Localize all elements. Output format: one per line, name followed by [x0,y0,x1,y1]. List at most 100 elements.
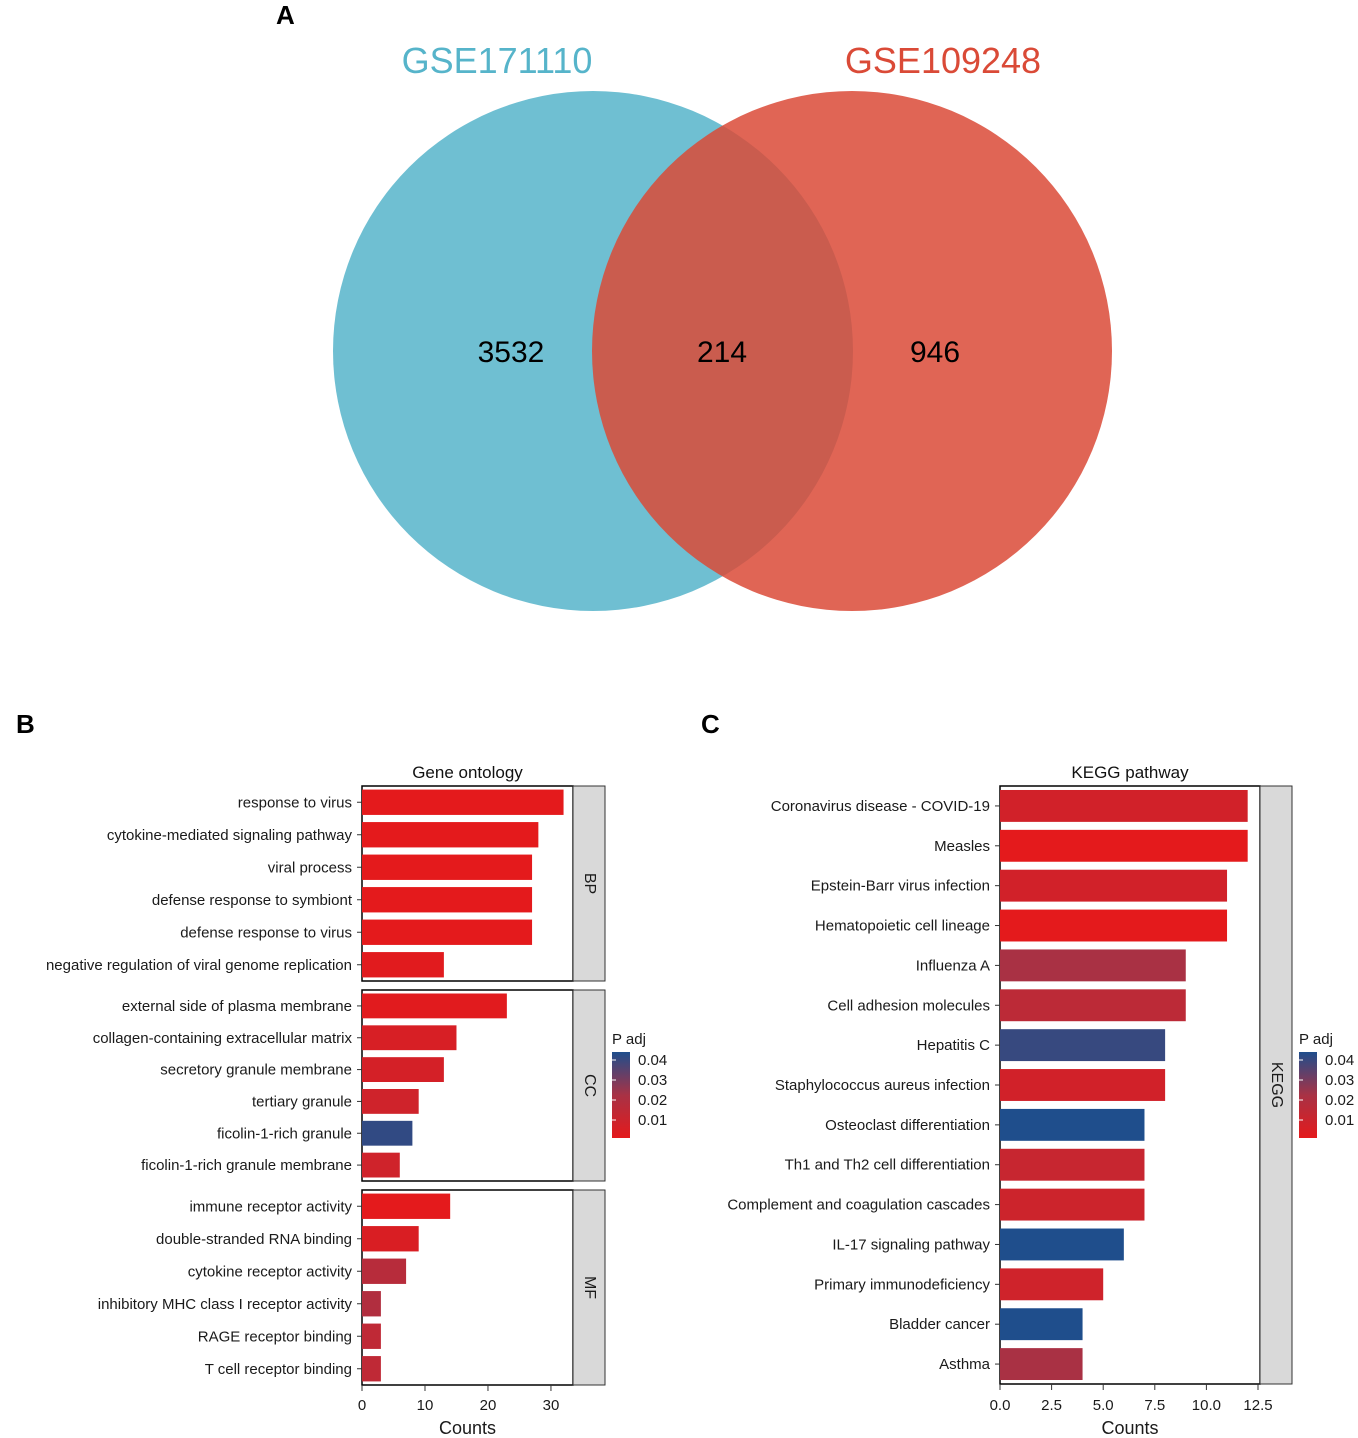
venn-right-circle [592,91,1112,611]
go-term-label: negative regulation of viral genome repl… [46,957,352,974]
kegg-term-label: Th1 and Th2 cell differentiation [785,1157,990,1174]
go-bar [362,1356,381,1382]
go-term-label: cytokine-mediated signaling pathway [107,827,353,844]
kegg-term-label: Osteoclast differentiation [825,1117,990,1134]
panel-c-label: C [701,709,720,739]
kegg-x-tick-label: 12.5 [1243,1397,1272,1414]
go-chart: Gene ontology BP response to virus cytokine… [46,763,667,1438]
kegg-bar [1000,1069,1166,1101]
go-term-label: cytokine receptor activity [188,1263,353,1280]
go-term-label: inhibitory MHC class I receptor activity [98,1296,353,1313]
venn-right-title: GSE109248 [845,40,1041,81]
kegg-bar [1000,1228,1124,1261]
go-bar [362,1226,419,1252]
kegg-legend-title: P adj [1299,1031,1333,1048]
go-bar [362,789,564,815]
go-x-tick-label: 30 [543,1397,560,1414]
kegg-term-label: IL-17 signaling pathway [832,1236,990,1253]
kegg-bar [1000,1268,1104,1301]
venn-right-count: 946 [910,336,960,369]
kegg-bar [1000,1308,1083,1341]
go-facet-panel-CC [361,989,574,1182]
go-bar [362,1152,400,1178]
go-bar [362,1258,407,1284]
go-legend-tick-label: 0.02 [638,1092,667,1109]
go-bar [362,993,507,1019]
kegg-bar [1000,949,1186,982]
go-term-label: viral process [268,859,352,876]
go-legend-tick-label: 0.03 [638,1072,667,1089]
go-bar [362,887,533,913]
kegg-bar [1000,1029,1166,1062]
go-x-tick-label: 10 [417,1397,434,1414]
kegg-legend-tick-label: 0.03 [1325,1072,1354,1089]
panel-a-label: A [276,0,295,30]
go-bar [362,1323,381,1349]
kegg-legend-tick-label: 0.04 [1325,1052,1354,1069]
kegg-term-label: Hepatitis C [917,1037,991,1054]
kegg-strip-label: KEGG [1268,1062,1285,1108]
kegg-legend-tick-label: 0.01 [1325,1112,1354,1129]
go-bar [362,919,533,945]
kegg-term-label: Measles [934,838,990,855]
kegg-legend-colorbar [1299,1052,1317,1138]
go-legend-tick-label: 0.01 [638,1112,667,1129]
kegg-bar [1000,869,1228,902]
go-term-label: collagen-containing extracellular matrix [93,1030,353,1047]
kegg-strip [1259,785,1293,1385]
go-term-label: tertiary granule [252,1093,352,1110]
kegg-bar [1000,789,1248,822]
kegg-x-tick-label: 5.0 [1093,1397,1114,1414]
go-bar [362,1025,457,1051]
kegg-bar [1000,1348,1083,1381]
panel-b-label: B [16,709,35,739]
kegg-term-label: Cell adhesion molecules [827,997,990,1014]
go-bar [362,1120,413,1146]
kegg-x-tick-label: 2.5 [1041,1397,1062,1414]
go-bar [362,1057,444,1082]
venn-overlap-count: 214 [697,336,747,369]
go-bar [362,1193,451,1219]
kegg-bar [1000,1148,1145,1181]
venn-left-count: 3532 [478,336,545,369]
go-term-label: immune receptor activity [189,1198,352,1215]
go-term-label: T cell receptor binding [205,1361,352,1378]
go-term-label: defense response to virus [180,924,352,941]
kegg-chart: KEGG pathway KEGG Coronavirus disease - CO… [727,763,1354,1438]
go-x-tick-label: 0 [358,1397,366,1414]
go-term-label: secretory granule membrane [160,1062,352,1079]
kegg-term-label: Primary immunodeficiency [814,1276,990,1293]
go-title: Gene ontology [412,763,523,782]
go-term-label: external side of plasma membrane [122,998,352,1015]
kegg-term-label: Hematopoietic cell lineage [815,918,990,935]
kegg-bar [1000,829,1248,862]
go-legend-colorbar [612,1052,630,1138]
kegg-term-label: Epstein-Barr virus infection [811,878,990,895]
go-strip-label-BP: BP [581,873,598,894]
go-term-label: RAGE receptor binding [198,1328,352,1345]
go-term-label: ficolin-1-rich granule [217,1125,352,1142]
venn-left-title: GSE171110 [402,40,593,81]
go-bar [362,822,539,848]
go-bar [362,1291,381,1317]
go-strip-label-MF: MF [581,1276,598,1299]
kegg-term-label: Asthma [939,1356,991,1373]
kegg-bar [1000,909,1228,942]
go-facet-strip-MF [572,1189,606,1386]
kegg-bar [1000,1188,1145,1221]
kegg-term-label: Staphylococcus aureus infection [775,1077,990,1094]
kegg-term-label: Bladder cancer [889,1316,990,1333]
go-term-label: response to virus [238,794,352,811]
kegg-legend-tick-label: 0.02 [1325,1092,1354,1109]
go-legend-tick-label: 0.04 [638,1052,667,1069]
go-facet-panel-BP [361,785,574,982]
kegg-x-tick-label: 0.0 [990,1397,1011,1414]
kegg-term-label: Influenza A [916,957,990,974]
go-facet-panel-MF [361,1189,574,1386]
go-x-axis-title: Counts [439,1418,496,1438]
go-strip-label-CC: CC [581,1074,598,1097]
go-bar [362,1089,419,1114]
go-facet-strip-CC [572,989,606,1182]
go-bar [362,854,533,880]
